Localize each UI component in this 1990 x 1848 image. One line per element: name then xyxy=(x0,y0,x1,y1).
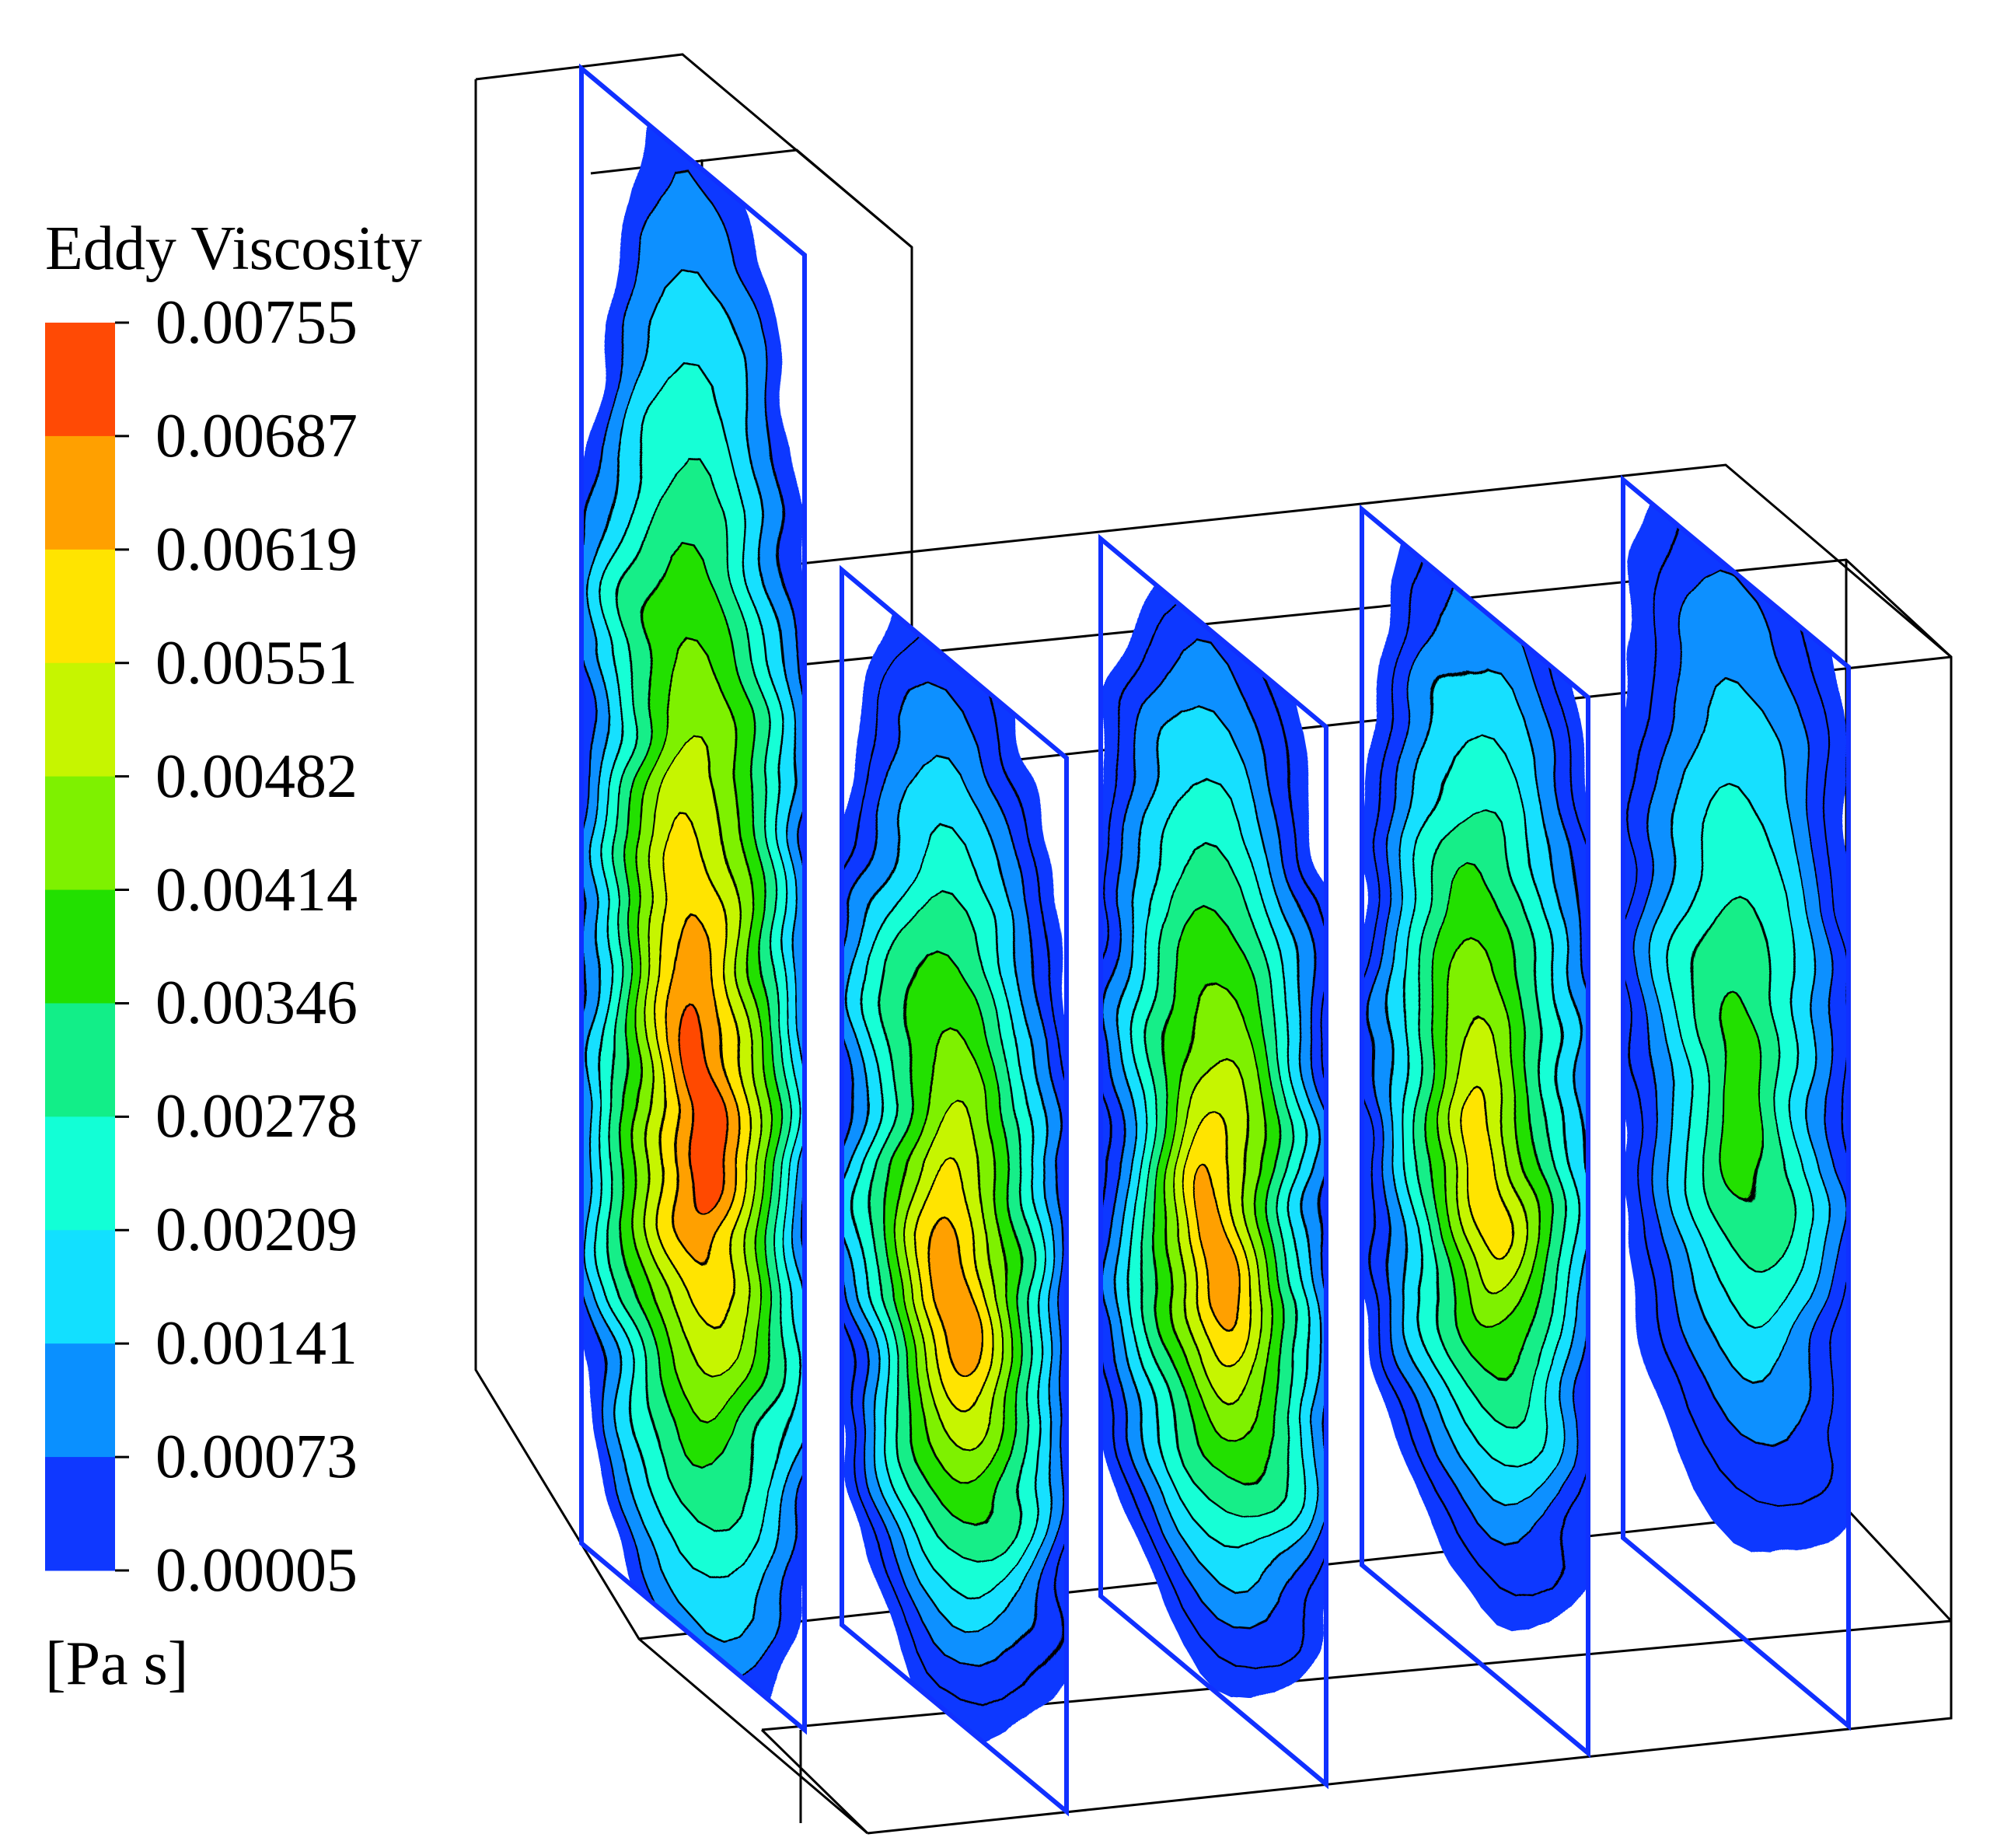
contour-band xyxy=(1200,1176,1236,1326)
colorbar-band xyxy=(45,662,115,777)
colorbar-tick-label: 0.00278 xyxy=(155,1082,358,1151)
colorbar-band xyxy=(45,435,115,550)
colorbar-band xyxy=(45,1343,115,1458)
colorbar-tick-label: 0.00346 xyxy=(155,969,358,1038)
colorbar-tick-label: 0.00755 xyxy=(155,288,358,357)
slice-edge xyxy=(1360,504,1590,1759)
colorbar-band xyxy=(45,549,115,664)
colorbar-band xyxy=(45,1116,115,1231)
contour-slice xyxy=(1098,533,1328,1790)
colorbar-tick-label: 0.00551 xyxy=(155,628,358,697)
colorbar-tick-label: 0.00005 xyxy=(155,1536,358,1605)
colorbar-tick-label: 0.00619 xyxy=(155,515,358,584)
contour-band xyxy=(679,1008,715,1214)
colorbar-band xyxy=(45,776,115,891)
legend-title: Eddy Viscosity xyxy=(45,215,422,283)
colorbar-band xyxy=(45,323,115,437)
colorbar-band xyxy=(45,1003,115,1117)
colorbar-tick-label: 0.00209 xyxy=(155,1196,358,1265)
colorbar-tick-label: 0.00482 xyxy=(155,742,358,811)
contour-band xyxy=(1716,994,1765,1204)
colorbar-band xyxy=(45,889,115,1004)
colorbar-tick-label: 0.00414 xyxy=(155,855,358,924)
legend-unit: [Pa s] xyxy=(45,1630,189,1698)
slice-edge xyxy=(1621,474,1851,1731)
contour-band xyxy=(1467,1092,1506,1252)
contour-slice xyxy=(1360,504,1590,1759)
contour-slice xyxy=(840,564,1069,1817)
colorbar-band xyxy=(45,1457,115,1571)
slice-edge xyxy=(1098,533,1328,1790)
colorbar-tick-label: 0.00141 xyxy=(155,1309,358,1378)
colorbar-band xyxy=(45,1230,115,1344)
colorbar xyxy=(45,321,129,1572)
contour-slice xyxy=(579,63,807,1735)
colorbar-tick-label: 0.00687 xyxy=(155,401,358,470)
slice-edge xyxy=(579,63,807,1735)
colorbar-tick-label: 0.00073 xyxy=(155,1423,358,1492)
contour-band xyxy=(937,1223,972,1372)
slice-edge xyxy=(840,564,1069,1817)
contour-slice xyxy=(1621,474,1851,1731)
